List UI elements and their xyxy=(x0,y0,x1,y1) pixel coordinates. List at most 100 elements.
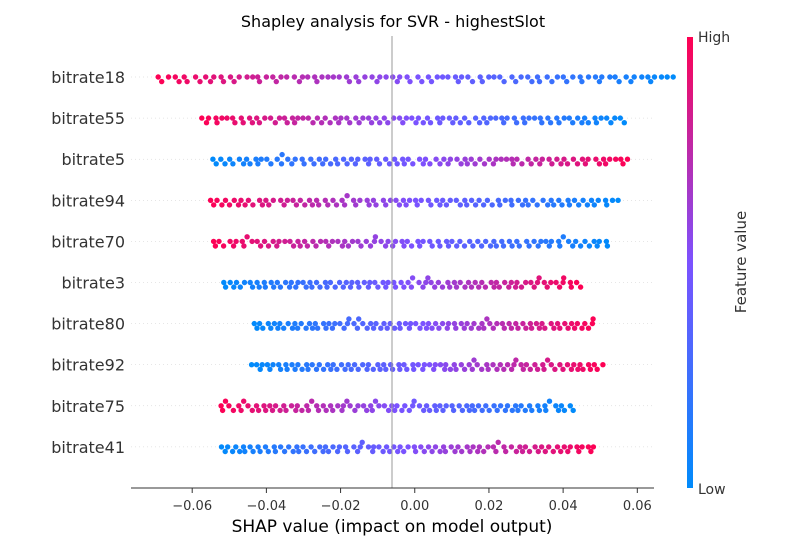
shap-point xyxy=(432,362,438,368)
shap-point xyxy=(483,403,489,409)
shap-point xyxy=(565,325,571,331)
shap-point xyxy=(485,444,491,450)
shap-point xyxy=(538,444,545,450)
shap-point xyxy=(554,320,561,327)
shap-point xyxy=(511,115,518,121)
shap-point xyxy=(309,202,316,208)
shap-point xyxy=(299,74,306,80)
shap-point xyxy=(487,243,494,249)
shap-point xyxy=(502,197,508,203)
shap-point xyxy=(522,444,529,450)
feature-row: bitrate70 xyxy=(51,232,654,251)
shap-point xyxy=(317,238,324,245)
shap-point xyxy=(537,115,543,121)
shap-point xyxy=(542,325,548,331)
shap-point xyxy=(380,197,387,203)
shap-point xyxy=(564,78,570,85)
shap-point xyxy=(159,78,165,85)
feature-label: bitrate3 xyxy=(61,274,125,293)
shap-point xyxy=(599,74,605,80)
shap-point xyxy=(523,325,529,331)
shap-point xyxy=(341,325,347,331)
shap-point xyxy=(236,156,243,162)
shap-point xyxy=(262,444,269,450)
shap-point xyxy=(298,320,304,327)
shap-point xyxy=(368,403,374,409)
shap-point xyxy=(408,284,415,290)
shap-point xyxy=(522,407,528,414)
shap-point xyxy=(540,362,546,368)
shap-point xyxy=(527,320,534,327)
shap-point xyxy=(255,74,261,80)
shap-point xyxy=(307,279,313,286)
shap-point xyxy=(246,115,253,121)
shap-point xyxy=(222,398,229,404)
shap-point xyxy=(302,202,308,208)
shap-point xyxy=(323,407,329,414)
shap-point xyxy=(232,120,238,126)
shap-point xyxy=(479,366,485,372)
shap-point xyxy=(585,362,592,368)
shap-point xyxy=(397,444,403,450)
shap-point xyxy=(453,197,459,203)
shap-point xyxy=(155,74,161,80)
shap-point xyxy=(411,366,417,372)
shap-point xyxy=(344,193,350,199)
shap-point xyxy=(464,202,470,208)
shap-point xyxy=(420,320,426,327)
shap-point xyxy=(314,403,320,409)
shap-point xyxy=(313,279,320,286)
shap-point xyxy=(481,448,487,455)
shap-point xyxy=(528,325,535,331)
shap-point xyxy=(451,362,457,368)
shap-point xyxy=(218,403,224,409)
shap-point xyxy=(556,197,562,203)
shap-point xyxy=(437,448,443,455)
shap-point xyxy=(442,448,449,455)
shap-point xyxy=(452,74,459,80)
shap-point xyxy=(593,120,600,126)
shap-point xyxy=(309,284,315,290)
shap-point xyxy=(589,320,596,327)
shap-point xyxy=(476,120,483,126)
shap-point xyxy=(440,407,446,414)
shap-point xyxy=(250,202,256,208)
shap-point xyxy=(310,238,316,245)
shap-point xyxy=(456,403,462,409)
shap-point xyxy=(483,238,489,245)
shap-point xyxy=(317,284,323,290)
shap-point xyxy=(515,407,521,414)
shap-point xyxy=(574,320,581,327)
shap-point xyxy=(295,238,301,245)
shap-point xyxy=(295,362,301,368)
shap-point xyxy=(457,238,463,245)
shap-point xyxy=(580,366,586,372)
shap-point xyxy=(555,407,562,414)
shap-point xyxy=(243,156,250,162)
shap-point xyxy=(406,325,413,331)
shap-point xyxy=(239,238,245,245)
shap-point xyxy=(579,444,585,450)
shap-point xyxy=(538,238,544,245)
shap-point xyxy=(405,156,411,162)
shap-point xyxy=(318,120,325,126)
shap-point xyxy=(445,74,451,80)
shap-point xyxy=(440,444,447,450)
shap-point xyxy=(556,238,562,245)
shap-point xyxy=(401,243,407,249)
shap-point xyxy=(490,444,497,450)
shap-point xyxy=(577,74,583,80)
shap-point xyxy=(514,279,520,286)
shap-point xyxy=(396,362,402,368)
shap-point xyxy=(603,238,610,245)
shap-point xyxy=(354,279,361,286)
shap-point xyxy=(412,448,419,455)
shap-point xyxy=(324,284,330,290)
shap-point xyxy=(240,161,247,167)
shap-point xyxy=(645,74,651,80)
shap-point xyxy=(607,74,613,80)
shap-point xyxy=(320,366,327,372)
shap-point xyxy=(443,362,449,368)
shap-point xyxy=(354,325,361,331)
shap-point xyxy=(276,238,282,245)
